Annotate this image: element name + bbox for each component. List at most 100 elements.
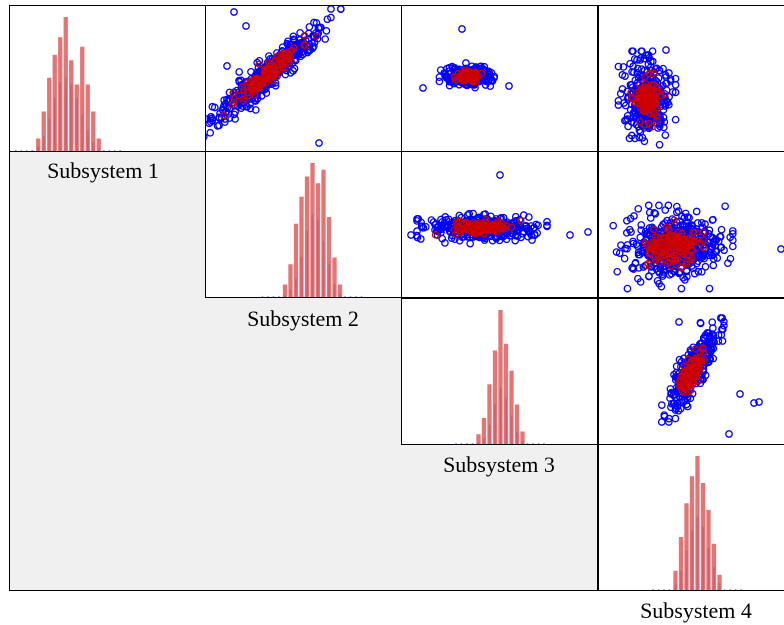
scatter-point-reference	[644, 201, 653, 210]
scatter-point-reference	[725, 430, 733, 438]
scatter-point-reference	[671, 401, 680, 410]
hist-tail-mark	[119, 150, 121, 151]
scatter-point-highlight	[517, 217, 525, 225]
scatter-point-reference	[235, 68, 244, 76]
hist-bar-highlight	[326, 217, 332, 297]
hist-bar-highlight	[684, 503, 689, 590]
hist-bar-highlight	[514, 404, 520, 444]
scatter-point-highlight	[220, 111, 228, 120]
scatter-point-reference	[701, 262, 710, 271]
scatter-point-reference	[466, 239, 475, 248]
hist-bar-highlight	[717, 574, 722, 590]
scatter-panel-2-4	[598, 151, 784, 298]
scatter-point-reference	[616, 89, 625, 98]
variable-label-4: Subsystem 4	[640, 598, 752, 623]
scatter-point-reference	[315, 139, 323, 147]
scatter-point-reference	[694, 267, 703, 276]
scatter-point-highlight	[661, 230, 670, 238]
scatter-point-reference	[223, 62, 231, 70]
scatter-point-reference	[206, 118, 215, 126]
scatter-point-highlight	[286, 47, 295, 56]
hist-tail-mark	[740, 589, 742, 590]
scatter-point-reference	[251, 106, 260, 114]
scatter-point-reference	[289, 32, 298, 41]
scatter-point-highlight	[687, 256, 695, 264]
scatter-point-reference	[665, 69, 673, 77]
scatter-point-reference	[308, 44, 317, 53]
scatter-point-highlight	[300, 41, 308, 50]
hist-bar-highlight	[498, 310, 503, 444]
scatter-point-reference	[701, 228, 710, 237]
scatter-point-highlight	[431, 231, 440, 239]
scatter-point-reference	[519, 211, 528, 220]
scatter-point-reference	[651, 209, 660, 218]
scatter-point-highlight	[657, 92, 665, 100]
scatter-point-highlight	[690, 238, 698, 246]
scatter-point-reference	[206, 128, 215, 137]
hist-tail-mark	[526, 443, 529, 444]
scatter-point-reference	[629, 47, 637, 56]
scatter-point-reference	[458, 25, 466, 33]
scatter-point-reference	[718, 337, 727, 345]
scatter-point-highlight	[645, 69, 653, 78]
scatter-point-reference	[660, 411, 669, 419]
scatter-point-highlight	[273, 52, 282, 61]
scatter-point-reference	[662, 97, 671, 105]
scatter-point-reference	[206, 133, 208, 140]
scatter-point-reference	[646, 214, 655, 222]
scatter-point-reference	[664, 418, 673, 426]
scatter-point-reference	[755, 398, 763, 406]
scatter-point-highlight	[469, 218, 478, 227]
scatter-point-reference	[630, 68, 638, 77]
scatter-point-reference	[671, 414, 680, 423]
scatter-panel-1-4	[598, 5, 784, 152]
scatter-point-highlight	[684, 388, 693, 396]
scatter-point-reference	[717, 225, 726, 234]
scatter-point-reference	[626, 81, 635, 89]
scatter-point-reference	[308, 39, 316, 47]
scatter-point-reference	[683, 402, 692, 411]
hist-tail-mark	[344, 296, 346, 297]
hist-bar-highlight	[337, 284, 343, 297]
scatter-point-reference	[257, 91, 266, 100]
hist-bar-highlight	[69, 60, 74, 151]
hist-bar-highlight	[673, 570, 678, 590]
scatter-point-reference	[543, 217, 551, 226]
scatter-point-highlight	[301, 32, 309, 40]
hist-bar-highlight	[315, 183, 321, 297]
scatter-point-highlight	[502, 222, 511, 230]
scatter-point-reference	[708, 233, 717, 242]
scatter-point-reference	[705, 334, 714, 343]
scatter-point-highlight	[653, 117, 661, 125]
scatter-point-highlight	[659, 251, 668, 259]
hist-tail-mark	[668, 589, 671, 590]
hist-tail-mark	[460, 443, 463, 444]
hist-bar-highlight	[476, 434, 481, 444]
scatter-point-reference	[305, 23, 314, 31]
scatter-point-reference	[634, 250, 643, 259]
scatter-point-reference	[623, 115, 632, 123]
scatter-point-highlight	[651, 256, 660, 264]
scatter-point-highlight	[266, 71, 274, 79]
scatter-point-highlight	[689, 367, 697, 375]
scatter-point-reference	[709, 344, 718, 353]
scatter-point-highlight	[682, 239, 691, 247]
hist-bar-highlight	[310, 163, 315, 297]
scatter-point-highlight	[454, 219, 462, 227]
scatter-point-reference	[718, 325, 726, 334]
hist-bar-highlight	[304, 176, 310, 297]
scatter-point-reference	[650, 208, 659, 217]
scatter-point-highlight	[641, 73, 649, 81]
histogram-panel-3	[401, 298, 598, 445]
hist-tail-mark	[723, 589, 726, 590]
scatter-point-reference	[584, 228, 592, 236]
hist-bar-highlight	[80, 46, 85, 151]
scatter-point-reference	[511, 212, 520, 221]
scatter-point-highlight	[637, 97, 645, 106]
scatter-point-reference	[619, 63, 628, 71]
scatter-point-reference	[675, 318, 683, 326]
scatter-point-reference	[208, 102, 217, 111]
scatter-point-reference	[622, 216, 631, 225]
scatter-point-highlight	[244, 92, 252, 100]
scatter-point-highlight	[229, 89, 237, 97]
